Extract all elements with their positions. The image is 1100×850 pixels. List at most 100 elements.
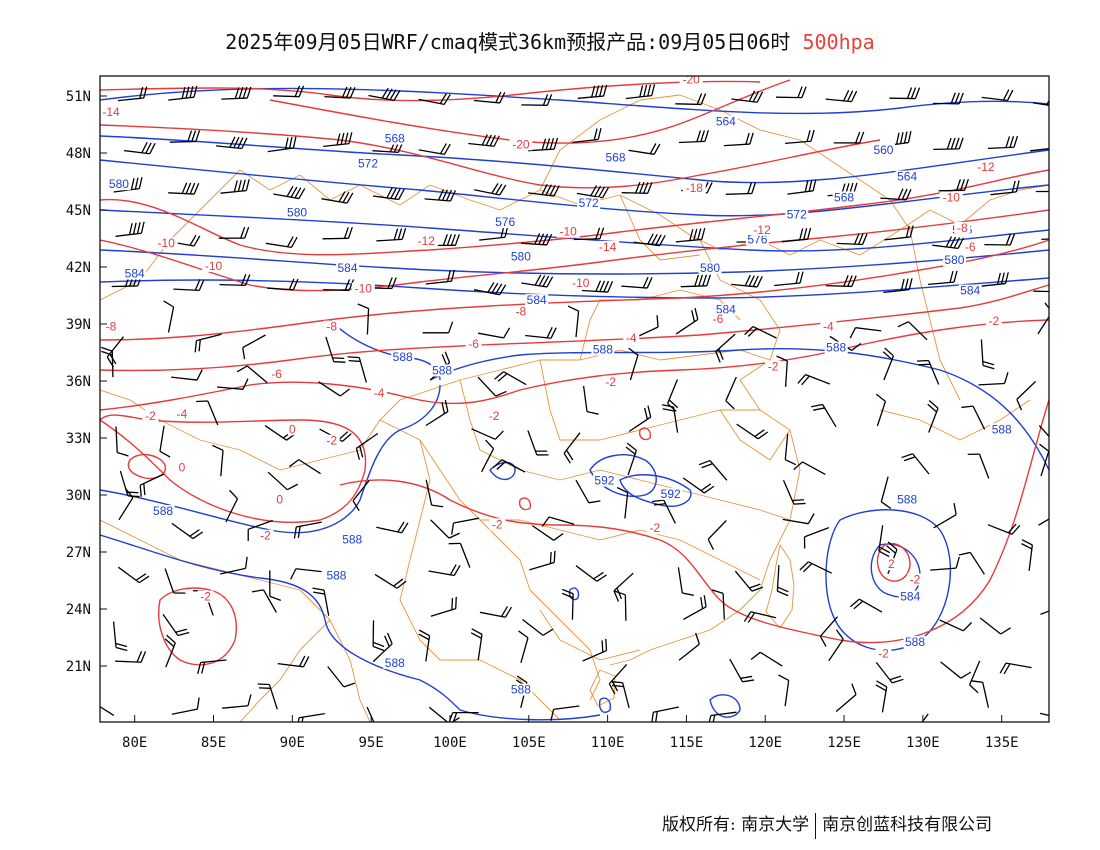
wind-barb bbox=[468, 134, 500, 147]
height-contour-label: 584 bbox=[337, 261, 357, 275]
temperature-contour-label: 0 bbox=[179, 460, 186, 474]
wind-barb bbox=[1021, 539, 1034, 571]
wind-barb bbox=[528, 137, 559, 152]
height-contour-label: 588 bbox=[432, 363, 452, 377]
lat-tick-label: 39N bbox=[66, 317, 91, 333]
wind-barb bbox=[163, 300, 175, 333]
title-main: 2025年09月05日WRF/cmaq模式36km预报产品:09月05日06时 bbox=[225, 30, 791, 54]
wind-barb bbox=[323, 132, 353, 148]
temperature-contour-label-bg bbox=[100, 106, 123, 118]
wind-barb bbox=[932, 236, 965, 250]
height-contour-label: 588 bbox=[992, 422, 1012, 436]
temperature-contour-label-bg bbox=[875, 647, 892, 660]
height-contour-label-bg bbox=[430, 364, 454, 377]
temperature-contour-label: -14 bbox=[599, 240, 617, 254]
wind-barb bbox=[912, 713, 929, 722]
wind-barb bbox=[425, 269, 455, 285]
lon-tick-label: 135E bbox=[985, 735, 1019, 751]
wind-barb bbox=[799, 561, 832, 574]
height-contour-label-bg bbox=[525, 294, 549, 307]
wind-barb bbox=[666, 379, 679, 412]
wind-barb bbox=[117, 86, 148, 102]
temperature-contour-label: -6 bbox=[271, 367, 282, 381]
height-contour-label-bg bbox=[383, 132, 407, 145]
wind-barb bbox=[217, 378, 249, 390]
wind-barb bbox=[680, 274, 712, 288]
temperature-contour-label-bg bbox=[820, 320, 837, 333]
wind-barb bbox=[290, 568, 322, 580]
temperature-contour-label-bg bbox=[173, 408, 190, 421]
wind-barb bbox=[428, 706, 460, 722]
wind-barb bbox=[628, 347, 639, 381]
wind-barb bbox=[425, 479, 444, 508]
wind-barb bbox=[882, 347, 895, 381]
wind-barb bbox=[784, 433, 797, 466]
temperature-contour-label: -6 bbox=[468, 337, 479, 351]
wind-barb bbox=[613, 572, 634, 602]
temperature-contour-label: -10 bbox=[205, 259, 223, 273]
wind-barb bbox=[347, 356, 368, 383]
height-contour-label-bg bbox=[898, 590, 922, 603]
height-contour-label: 588 bbox=[153, 504, 173, 518]
temperature-contour-label-bg bbox=[646, 522, 663, 535]
temperature-contour-label-bg bbox=[103, 320, 120, 333]
temperature-contour-label-bg bbox=[596, 240, 620, 253]
lat-tick-label: 27N bbox=[66, 545, 91, 561]
wind-barb bbox=[984, 233, 1016, 246]
temperature-contour-label-bg bbox=[750, 223, 774, 236]
lon-tick-label: 125E bbox=[827, 735, 861, 751]
temperature-contour-label-bg bbox=[623, 332, 640, 345]
wind-barb bbox=[366, 706, 379, 722]
wind-barb bbox=[625, 442, 638, 476]
temperature-contour-label: -10 bbox=[560, 225, 578, 239]
height-contour-label-bg bbox=[335, 261, 359, 274]
wind-barb bbox=[987, 523, 1021, 535]
height-contour-label-bg bbox=[356, 157, 380, 170]
height-contour-label-bg bbox=[123, 267, 147, 280]
height-contour-label: 588 bbox=[511, 683, 531, 697]
wind-barb bbox=[164, 568, 186, 594]
wind-barb bbox=[324, 86, 356, 99]
wind-barb bbox=[197, 659, 227, 674]
wind-barb bbox=[875, 662, 904, 684]
temperature-contour-label: -2 bbox=[145, 409, 156, 423]
height-contour-label-bg bbox=[714, 303, 738, 316]
temperature-contour-label: -2 bbox=[260, 529, 271, 543]
height-contour-label: 580 bbox=[511, 249, 531, 263]
temperature-contour-label: -12 bbox=[977, 160, 995, 174]
temperature-contour-label: -2 bbox=[878, 647, 889, 661]
chart-title: 2025年09月05日WRF/cmaq模式36km预报产品:09月05日06时 … bbox=[0, 26, 1100, 55]
latitude-axis: 51N 48N 45N 42N 39N 36N 33N 30N 27N 24N 21N bbox=[66, 89, 107, 675]
wind-barb bbox=[849, 598, 883, 613]
wind-barb bbox=[682, 477, 715, 494]
wind-barb bbox=[123, 142, 156, 155]
wind-barb bbox=[633, 233, 666, 247]
wind-barb bbox=[215, 136, 248, 150]
wind-barb bbox=[117, 566, 150, 584]
height-contours bbox=[100, 87, 1049, 721]
temperature-contour-label: -2 bbox=[492, 517, 503, 531]
height-contour-label-bg bbox=[714, 115, 738, 128]
wind-barb bbox=[572, 127, 602, 144]
wind-barb bbox=[776, 355, 788, 387]
temperature-contour-label-bg bbox=[202, 259, 226, 272]
wind-barb bbox=[561, 588, 574, 620]
temperature-contour-label: 0 bbox=[276, 493, 283, 507]
wind-barb bbox=[731, 274, 763, 288]
wind-barb bbox=[774, 271, 804, 287]
wind-barb bbox=[247, 519, 273, 542]
wind-barb bbox=[825, 275, 857, 288]
wind-barb bbox=[833, 131, 865, 144]
wind-barb bbox=[424, 189, 456, 202]
temperature-contour-label: -12 bbox=[418, 234, 436, 248]
wind-barb bbox=[430, 519, 460, 539]
height-contour-label-bg bbox=[895, 170, 919, 183]
wind-barb bbox=[296, 712, 325, 722]
wind-barb bbox=[477, 376, 507, 397]
wind-barb bbox=[277, 655, 310, 668]
wind-barb bbox=[171, 369, 203, 381]
wind-barb bbox=[529, 550, 556, 571]
wind-barb bbox=[750, 651, 783, 667]
wind-barb bbox=[961, 405, 986, 430]
wind-barb bbox=[835, 683, 857, 712]
